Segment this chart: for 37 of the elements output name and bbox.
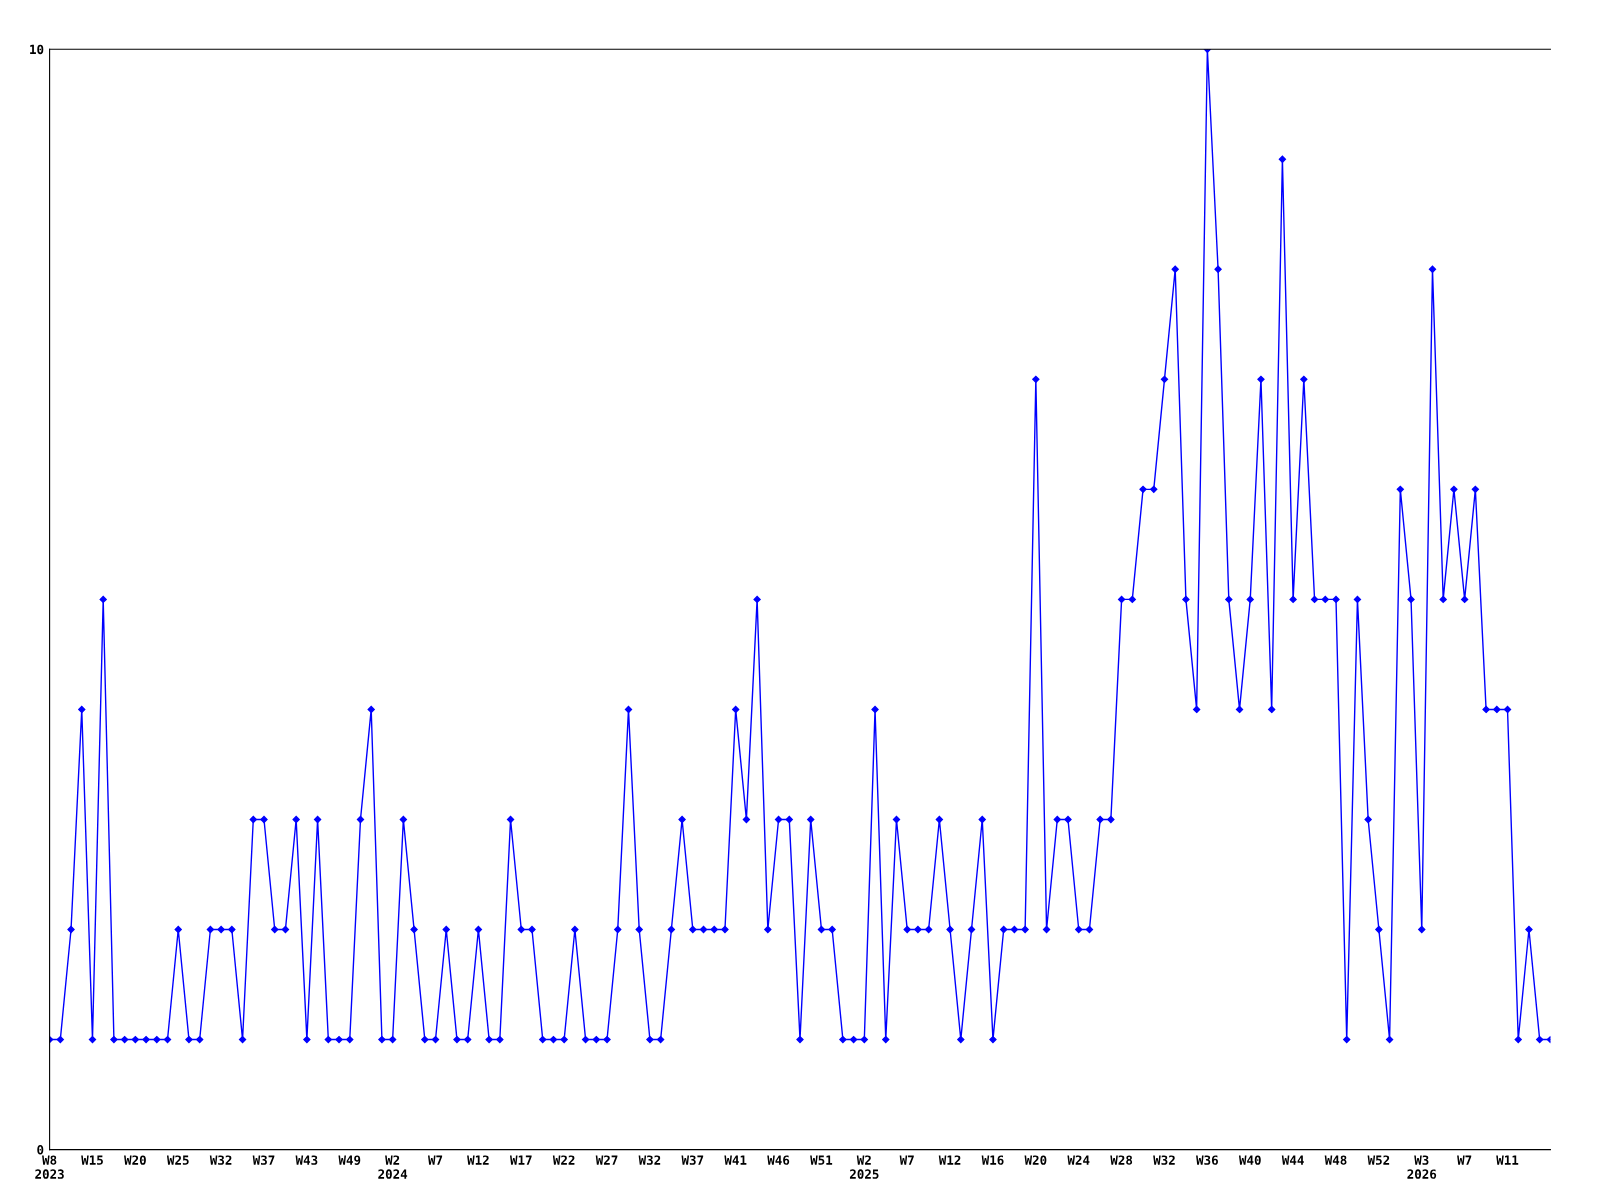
x-tick-label: W24 (1067, 1155, 1090, 1165)
x-tick-label: W12 (938, 1155, 961, 1165)
x-tick-label: W46 (767, 1155, 790, 1165)
x-tick-label: W25 (166, 1155, 189, 1165)
x-tick-label: W49 (338, 1155, 361, 1165)
x-tick-label: W11 (1496, 1155, 1519, 1165)
x-tick-label: W52 (1367, 1155, 1390, 1165)
y-tick-label: 10 (30, 44, 44, 55)
x-tick-label: W37 (681, 1155, 704, 1165)
x-tick-label: W8 2023 (35, 1155, 64, 1179)
x-tick-label: W32 (209, 1155, 232, 1165)
x-tick-label: W20 (1024, 1155, 1047, 1165)
x-tick-label: W32 (1153, 1155, 1175, 1165)
x-tick-label: W28 (1110, 1155, 1133, 1165)
x-tick-label: W51 (810, 1155, 833, 1165)
x-tick-label: W27 (595, 1155, 618, 1165)
x-tick-label: W40 (1238, 1155, 1261, 1165)
x-tick-label: W2 2025 (849, 1155, 879, 1179)
x-tick-label: W22 (552, 1155, 575, 1165)
x-tick-label: W44 (1281, 1155, 1304, 1165)
x-tick-label: W12 (467, 1155, 489, 1165)
x-tick-label: W48 (1324, 1155, 1347, 1165)
x-tick-label: W2 2024 (378, 1155, 408, 1179)
x-tick-label: W7 (1457, 1155, 1472, 1165)
x-tick-label: W16 (981, 1155, 1004, 1165)
x-tick-label: W36 (1196, 1155, 1218, 1165)
x-tick-label: W32 (638, 1155, 661, 1165)
x-tick-label: W15 (81, 1155, 103, 1165)
x-tick-label: W3 2026 (1407, 1155, 1437, 1179)
x-tick-label: W41 (724, 1155, 747, 1165)
x-tick-label: W43 (295, 1155, 318, 1165)
x-tick-label: W7 (427, 1155, 443, 1165)
x-tick-label: W20 (124, 1155, 146, 1165)
y-tick-label: 0 (37, 1145, 44, 1155)
x-tick-label: W7 (899, 1155, 914, 1165)
x-tick-label: W37 (252, 1155, 275, 1165)
x-tick-label: W17 (509, 1155, 532, 1165)
